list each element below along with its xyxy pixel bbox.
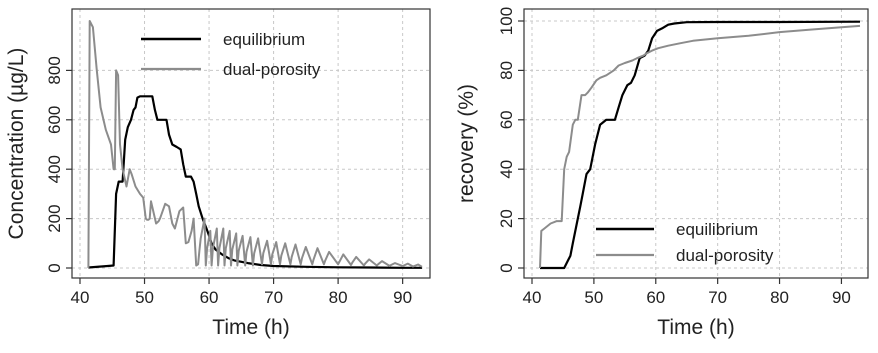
x-axis-label: Time (h) (657, 316, 734, 339)
y-tick-label: 60 (497, 110, 516, 129)
legend-label-dual-porosity: dual-porosity (223, 60, 321, 79)
plot-frame (71, 8, 431, 279)
legend-label-equilibrium: equilibrium (676, 220, 758, 239)
x-axis-label: Time (h) (212, 316, 289, 339)
x-tick-label: 70 (264, 288, 283, 307)
y-tick-label: 400 (45, 155, 64, 183)
x-tick-label: 40 (523, 288, 542, 307)
x-tick-label: 80 (770, 288, 789, 307)
x-tick-label: 90 (393, 288, 412, 307)
y-tick-label: 0 (45, 263, 64, 272)
x-tick-label: 90 (832, 288, 851, 307)
legend: equilibrium dual-porosity (141, 30, 321, 79)
series-line-dual-porosity (539, 24, 861, 269)
y-tick-label: 200 (45, 204, 64, 232)
legend-label-dual-porosity: dual-porosity (676, 246, 774, 265)
y-axis-label: recovery (%) (455, 84, 478, 203)
series-line-equilibrium (88, 95, 422, 269)
x-tick-label: 40 (71, 288, 90, 307)
legend: equilibrium dual-porosity (596, 220, 774, 265)
x-tick-label: 60 (200, 288, 219, 307)
x-tick-label: 50 (584, 288, 603, 307)
x-tick-label: 60 (646, 288, 665, 307)
chart-panel-1: 40 50 60 70 80 90 0 200 400 600 800 Time (h) Concent… (5, 8, 431, 339)
y-axis-label: Concentration (µg/L) (5, 48, 28, 240)
y-tick-label: 100 (497, 7, 516, 35)
y-tick-label: 0 (497, 263, 516, 272)
y-tick-label: 600 (45, 106, 64, 134)
chart-panel-2: 40 50 60 70 80 90 0 20 40 60 80 100 Time (h) recovery… (455, 7, 869, 339)
x-tick-label: 80 (329, 288, 348, 307)
x-tick-label: 50 (135, 288, 154, 307)
y-tick-label: 20 (497, 209, 516, 228)
plot-frame (523, 8, 869, 279)
legend-label-equilibrium: equilibrium (223, 30, 305, 49)
y-tick-label: 40 (497, 160, 516, 179)
y-tick-label: 800 (45, 56, 64, 84)
x-tick-label: 70 (708, 288, 727, 307)
y-tick-label: 80 (497, 61, 516, 80)
series-line-dual-porosity (87, 20, 423, 269)
series-line-equilibrium (540, 20, 861, 270)
